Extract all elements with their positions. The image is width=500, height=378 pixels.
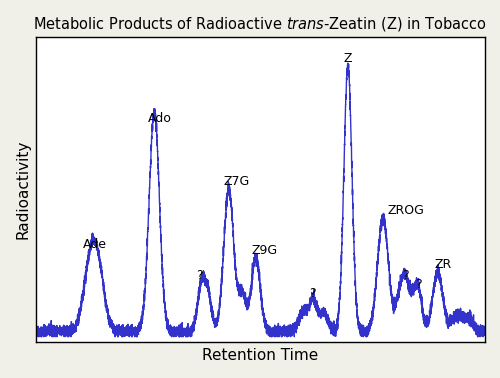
X-axis label: Retention Time: Retention Time bbox=[202, 348, 318, 363]
Text: Z: Z bbox=[344, 53, 352, 65]
Text: ?: ? bbox=[416, 278, 422, 291]
Text: ?: ? bbox=[309, 287, 316, 300]
Text: Z7G: Z7G bbox=[224, 175, 250, 188]
Text: Ade: Ade bbox=[82, 238, 106, 251]
Text: ZR: ZR bbox=[434, 258, 452, 271]
Text: ZROG: ZROG bbox=[387, 204, 424, 217]
Text: Z9G: Z9G bbox=[252, 244, 278, 257]
Text: Ado: Ado bbox=[148, 112, 172, 125]
Text: ?: ? bbox=[196, 270, 203, 282]
Title: Metabolic Products of Radioactive $\mathit{trans}$-Zeatin (Z) in Tobacco: Metabolic Products of Radioactive $\math… bbox=[34, 15, 487, 33]
Y-axis label: Radioactivity: Radioactivity bbox=[15, 140, 30, 239]
Text: ?: ? bbox=[402, 270, 408, 282]
